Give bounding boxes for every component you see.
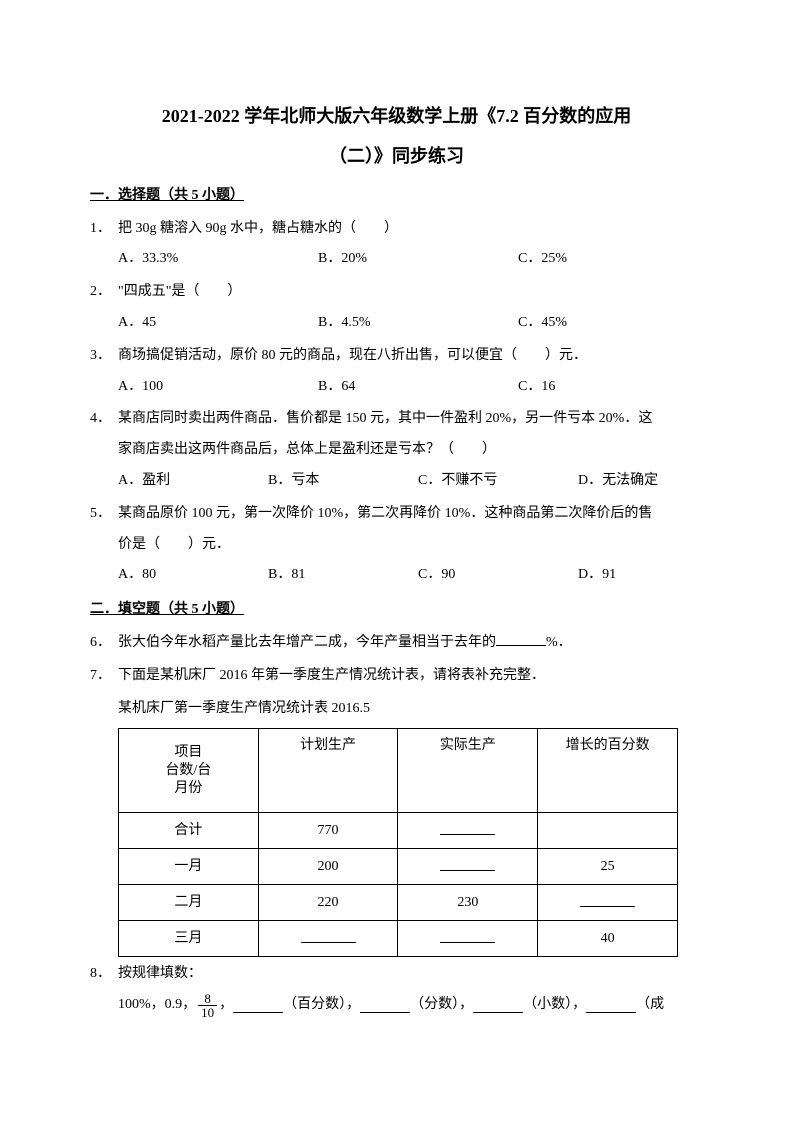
q2-opt-b: B．4.5% <box>318 308 518 339</box>
q8-text: 按规律填数： <box>118 959 202 990</box>
table-blank[interactable] <box>440 821 495 835</box>
table-header-col2: 计划生产 <box>258 729 398 813</box>
table-row: 一月 200 25 <box>119 849 678 885</box>
q2-opt-c: C．45% <box>518 308 698 339</box>
question-6: 6． 张大伯今年水稻产量比去年增产二成，今年产量相当于去年的 %． <box>90 628 703 659</box>
table-header-col3: 实际生产 <box>398 729 538 813</box>
question-8: 8． 按规律填数： 100%，0.9， 8 10 ， （百分数）， （分数）， … <box>90 959 703 1021</box>
table-blank[interactable] <box>580 893 635 907</box>
q4-opt-b: B．亏本 <box>268 466 418 497</box>
section1-header: 一．选择题（共 5 小题） <box>90 181 703 212</box>
q5-num: 5． <box>90 499 118 530</box>
table-header-col1: 项目 台数/台 月份 <box>119 729 259 813</box>
fraction-icon: 8 10 <box>198 992 217 1019</box>
q8-label4: （成 <box>636 990 664 1021</box>
question-4: 4． 某商店同时卖出两件商品．售价都是 150 元，其中一件盈利 20%，另一件… <box>90 404 703 496</box>
table-row: 合计 770 <box>119 813 678 849</box>
table-blank[interactable] <box>301 929 356 943</box>
q2-text: "四成五"是（ ） <box>118 277 241 308</box>
question-3: 3． 商场搞促销活动，原价 80 元的商品，现在八折出售，可以便宜（ ）元． A… <box>90 341 703 403</box>
q2-opt-a: A．45 <box>118 308 318 339</box>
q1-text: 把 30g 糖溶入 90g 水中，糖占糖水的（ ） <box>118 214 398 245</box>
table-header-col4: 增长的百分数 <box>538 729 678 813</box>
q7-num: 7． <box>90 661 118 692</box>
q5-text1: 某商品原价 100 元，第一次降价 10%，第二次再降价 10%．这种商品第二次… <box>118 499 652 530</box>
question-7: 7． 下面是某机床厂 2016 年第一季度生产情况统计表，请将表补充完整． 某机… <box>90 661 703 958</box>
q7-text: 下面是某机床厂 2016 年第一季度生产情况统计表，请将表补充完整． <box>118 661 545 692</box>
q3-opt-a: A．100 <box>118 372 318 403</box>
table-row: 二月 220 230 <box>119 885 678 921</box>
q4-opt-d: D．无法确定 <box>578 466 698 497</box>
page-title-line2: （二）》同步练习 <box>90 140 703 172</box>
q8-num: 8． <box>90 959 118 990</box>
page-title-line1: 2021-2022 学年北师大版六年级数学上册《7.2 百分数的应用 <box>90 100 703 132</box>
q1-opt-b: B．20% <box>318 244 518 275</box>
q8-label2: （分数）， <box>410 990 473 1021</box>
q8-blank1[interactable] <box>233 999 283 1013</box>
q6-text-after: %． <box>546 635 572 650</box>
q1-opt-a: A．33.3% <box>118 244 318 275</box>
q4-num: 4． <box>90 404 118 435</box>
q1-opt-c: C．25% <box>518 244 698 275</box>
q8-label1: （百分数）， <box>283 990 360 1021</box>
q3-opt-b: B．64 <box>318 372 518 403</box>
q8-label3: （小数）， <box>523 990 586 1021</box>
q5-opt-c: C．90 <box>418 560 578 591</box>
q6-num: 6． <box>90 628 118 659</box>
q8-blank2[interactable] <box>360 999 410 1013</box>
question-1: 1． 把 30g 糖溶入 90g 水中，糖占糖水的（ ） A．33.3% B．2… <box>90 214 703 276</box>
question-5: 5． 某商品原价 100 元，第一次降价 10%，第二次再降价 10%．这种商品… <box>90 499 703 591</box>
q5-text2: 价是（ ）元． <box>90 530 703 561</box>
q4-text2: 家商店卖出这两件商品后，总体上是盈利还是亏本？（ ） <box>90 435 703 466</box>
q7-table: 项目 台数/台 月份 计划生产 实际生产 增长的百分数 合计 770 一月 20… <box>118 728 678 957</box>
q3-opt-c: C．16 <box>518 372 698 403</box>
q6-blank[interactable] <box>496 632 546 646</box>
q2-num: 2． <box>90 277 118 308</box>
q8-seq-start: 100%，0.9， <box>118 990 196 1021</box>
q1-num: 1． <box>90 214 118 245</box>
section2-header: 二．填空题（共 5 小题） <box>90 595 703 626</box>
q8-blank4[interactable] <box>586 999 636 1013</box>
q4-text1: 某商店同时卖出两件商品．售价都是 150 元，其中一件盈利 20%，另一件亏本 … <box>118 404 652 435</box>
question-2: 2． "四成五"是（ ） A．45 B．4.5% C．45% <box>90 277 703 339</box>
table-row: 三月 40 <box>119 921 678 957</box>
q5-opt-a: A．80 <box>118 560 268 591</box>
q3-num: 3． <box>90 341 118 372</box>
q4-opt-a: A．盈利 <box>118 466 268 497</box>
q8-blank3[interactable] <box>473 999 523 1013</box>
q5-opt-d: D．91 <box>578 560 698 591</box>
table-blank[interactable] <box>440 857 495 871</box>
q7-caption: 某机床厂第一季度生产情况统计表 2016.5 <box>90 694 703 725</box>
q3-text: 商场搞促销活动，原价 80 元的商品，现在八折出售，可以便宜（ ）元． <box>118 341 587 372</box>
q4-opt-c: C．不赚不亏 <box>418 466 578 497</box>
q5-opt-b: B．81 <box>268 560 418 591</box>
q6-text-before: 张大伯今年水稻产量比去年增产二成，今年产量相当于去年的 <box>118 635 496 650</box>
table-blank[interactable] <box>440 929 495 943</box>
